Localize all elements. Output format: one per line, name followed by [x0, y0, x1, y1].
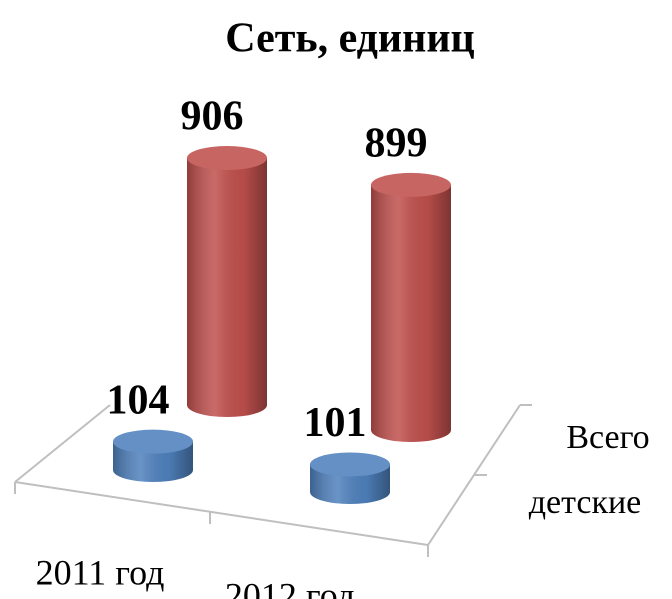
cylinder: [310, 452, 390, 504]
x-tick-label: 2011 год: [36, 552, 165, 592]
bar-shade: [371, 184, 451, 442]
cylinder: [371, 172, 451, 442]
data-label: 101: [304, 400, 367, 446]
bar-top: [310, 452, 390, 477]
chart-title: Сеть, единиц: [225, 16, 474, 62]
bar-top-shade: [310, 452, 390, 477]
bar-top: [371, 172, 451, 197]
depth-tick-label: детские: [529, 484, 642, 521]
floor: [14, 404, 532, 557]
depth-tick-label: Всего: [566, 419, 649, 456]
bar-shade: [187, 158, 267, 417]
bar-top: [113, 429, 193, 454]
bar-top-shade: [113, 429, 193, 454]
cylinder: [187, 146, 267, 417]
data-label: 899: [365, 121, 428, 167]
cylinder: [113, 429, 193, 482]
bar-top-shade: [187, 146, 267, 171]
data-label: 906: [181, 94, 244, 140]
data-label: 104: [107, 377, 170, 423]
bar-top: [187, 146, 267, 171]
x-tick-label: 2012 год: [225, 575, 355, 599]
bar-top-shade: [371, 172, 451, 197]
